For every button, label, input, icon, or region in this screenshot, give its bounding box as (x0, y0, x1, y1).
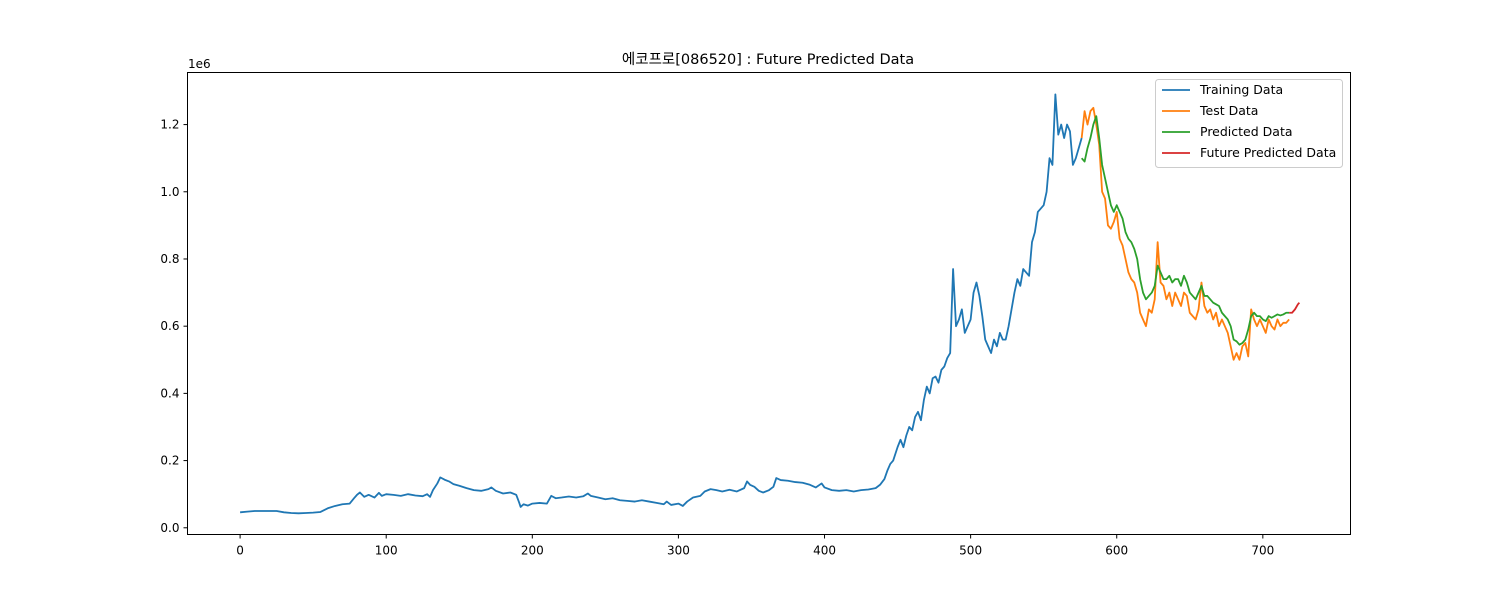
series-line-training-data (240, 93, 1083, 515)
y-offset-label: 1e6 (188, 57, 211, 71)
series-line-predicted-data (1080, 115, 1290, 346)
y-tick-label: 0.2 (160, 454, 179, 468)
y-axis: 0.0 0.2 0.4 0.6 0.8 1.0 1.2 (160, 118, 188, 535)
x-tick-label: 0 (236, 544, 244, 558)
y-tick-label: 0.8 (160, 252, 179, 266)
series-line-future-predicted-data (1289, 302, 1301, 314)
legend-label-predicted: Predicted Data (1200, 124, 1293, 139)
legend-label-test: Test Data (1199, 103, 1258, 118)
legend-label-training: Training Data (1199, 82, 1283, 97)
legend-label-future: Future Predicted Data (1200, 145, 1336, 160)
x-tick-label: 500 (959, 544, 982, 558)
x-tick-label: 700 (1251, 544, 1274, 558)
y-tick-label: 0.0 (160, 521, 179, 535)
chart-title: 에코프로[086520] : Future Predicted Data (622, 51, 914, 68)
x-tick-label: 100 (375, 544, 398, 558)
y-tick-label: 1.2 (160, 118, 179, 132)
x-tick-label: 600 (1105, 544, 1128, 558)
y-tick-label: 0.6 (160, 319, 179, 333)
legend: Training Data Test Data Predicted Data F… (1155, 79, 1343, 168)
y-tick-label: 0.4 (160, 386, 179, 400)
plot-area-frame (187, 72, 1351, 535)
y-tick-label: 1.0 (160, 185, 179, 199)
x-tick-label: 400 (813, 544, 836, 558)
x-tick-label: 300 (667, 544, 690, 558)
series-line-test-data (1080, 106, 1290, 361)
x-axis: 0 100 200 300 400 500 600 700 (236, 534, 1274, 558)
series-layer (240, 93, 1301, 515)
x-tick-label: 200 (521, 544, 544, 558)
legend-box (1155, 79, 1343, 168)
